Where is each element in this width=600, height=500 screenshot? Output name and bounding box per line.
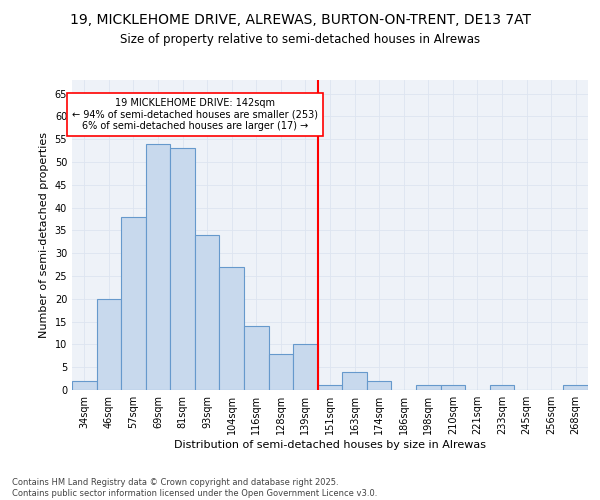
- Text: Size of property relative to semi-detached houses in Alrewas: Size of property relative to semi-detach…: [120, 32, 480, 46]
- Bar: [269, 354, 293, 390]
- Bar: [367, 381, 391, 390]
- Text: 19 MICKLEHOME DRIVE: 142sqm
← 94% of semi-detached houses are smaller (253)
6% o: 19 MICKLEHOME DRIVE: 142sqm ← 94% of sem…: [72, 98, 318, 132]
- Bar: [416, 386, 440, 390]
- Bar: [121, 217, 146, 390]
- Bar: [97, 299, 121, 390]
- Bar: [195, 235, 220, 390]
- Bar: [146, 144, 170, 390]
- Bar: [72, 381, 97, 390]
- Bar: [220, 267, 244, 390]
- Bar: [293, 344, 318, 390]
- Bar: [170, 148, 195, 390]
- Bar: [318, 386, 342, 390]
- Bar: [342, 372, 367, 390]
- Text: 19, MICKLEHOME DRIVE, ALREWAS, BURTON-ON-TRENT, DE13 7AT: 19, MICKLEHOME DRIVE, ALREWAS, BURTON-ON…: [70, 12, 530, 26]
- Bar: [563, 386, 588, 390]
- Text: Contains HM Land Registry data © Crown copyright and database right 2025.
Contai: Contains HM Land Registry data © Crown c…: [12, 478, 377, 498]
- X-axis label: Distribution of semi-detached houses by size in Alrewas: Distribution of semi-detached houses by …: [174, 440, 486, 450]
- Bar: [490, 386, 514, 390]
- Bar: [244, 326, 269, 390]
- Bar: [440, 386, 465, 390]
- Y-axis label: Number of semi-detached properties: Number of semi-detached properties: [39, 132, 49, 338]
